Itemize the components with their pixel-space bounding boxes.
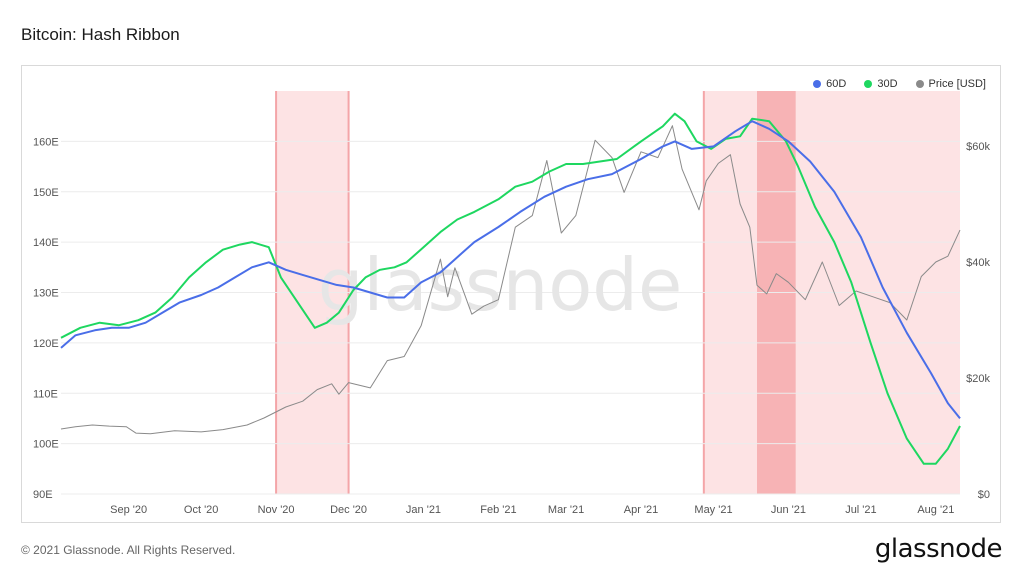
legend-price-label: Price [USD] [928, 78, 986, 90]
x-tick-label: Jan '21 [406, 504, 441, 516]
y-left-tick-label: 160E [33, 136, 59, 148]
legend-item-30d[interactable]: 30D [864, 78, 898, 90]
legend-60d-dot-icon [813, 80, 822, 88]
y-left-tick-label: 110E [33, 388, 58, 400]
y-right-tick-label: $0 [978, 489, 990, 501]
x-tick-label: Jun '21 [771, 504, 806, 516]
x-tick-label: Sep '20 [110, 504, 147, 516]
legend-price-dot-icon [915, 80, 924, 88]
y-left-tick-label: 120E [33, 338, 59, 350]
x-tick-label: Aug '21 [917, 504, 954, 516]
axes-labels: 90E 100E 110E 120E 130E 140E 150E 160E $0 $20k $40… [33, 136, 990, 516]
chart-title: Bitcoin: Hash Ribbon [21, 25, 180, 44]
x-tick-label: Oct '20 [184, 504, 219, 516]
legend-item-price[interactable]: Price [USD] [915, 78, 986, 90]
legend-30d-label: 30D [877, 78, 898, 90]
copyright-footer: © 2021 Glassnode. All Rights Reserved. [21, 543, 236, 557]
brand-logo[interactable]: glassnode [874, 534, 1003, 564]
x-tick-label: Apr '21 [624, 504, 659, 516]
x-tick-label: May '21 [694, 504, 732, 516]
chart-frame [21, 65, 1001, 523]
watermark: glassnode [318, 243, 683, 327]
series-lines [60, 112, 961, 465]
x-tick-label: Feb '21 [480, 504, 516, 516]
y-left-tick-label: 100E [33, 439, 59, 451]
legend-item-60d[interactable]: 60D [813, 78, 846, 90]
series-line-60d[interactable] [60, 120, 961, 420]
x-tick-label: Dec '20 [330, 504, 367, 516]
x-tick-label: Mar '21 [548, 504, 584, 516]
series-line-30d[interactable] [60, 112, 961, 465]
x-tick-label: Jul '21 [845, 504, 876, 516]
y-right-tick-label: $60k [966, 141, 990, 153]
y-right-tick-label: $40k [966, 257, 990, 269]
y-left-tick-label: 140E [33, 237, 59, 249]
legend-30d-dot-icon [864, 80, 873, 88]
series-line-price-usd[interactable] [60, 125, 961, 435]
y-left-tick-label: 90E [33, 489, 53, 501]
x-tick-label: Nov '20 [258, 504, 295, 516]
y-right-tick-label: $20k [966, 373, 990, 385]
grid-lines [61, 140, 960, 495]
y-left-tick-label: 130E [33, 288, 59, 300]
y-left-tick-label: 150E [33, 187, 59, 199]
legend: 60D 30D Price [USD] [813, 78, 986, 90]
legend-60d-label: 60D [826, 78, 847, 90]
